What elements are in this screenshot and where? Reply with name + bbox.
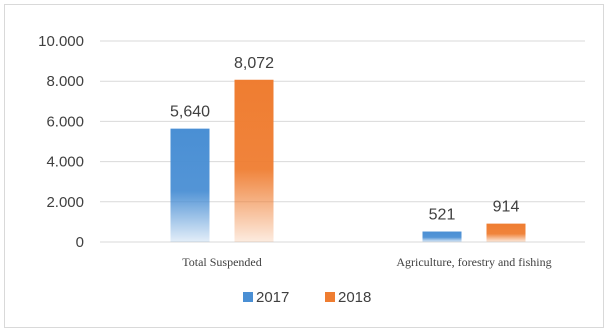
x-category-label: Total Suspended bbox=[182, 255, 261, 269]
y-tick-label: 6.000 bbox=[46, 113, 84, 130]
x-category-label: Agriculture, forestry and fishing bbox=[396, 255, 551, 269]
data-label: 914 bbox=[493, 199, 520, 216]
bar-2017-1 bbox=[422, 231, 462, 242]
data-label: 521 bbox=[429, 207, 456, 224]
bar-2018-0 bbox=[234, 79, 274, 242]
legend-label: 2018 bbox=[338, 289, 371, 306]
chart-frame bbox=[4, 4, 604, 328]
legend-label: 2017 bbox=[256, 289, 289, 306]
y-tick-label: 4.000 bbox=[46, 154, 84, 171]
y-axis: 0 2.000 4.000 6.000 8.000 10.000 bbox=[38, 33, 84, 251]
data-label: 5,640 bbox=[170, 104, 210, 121]
bar-2018-1 bbox=[486, 223, 526, 242]
legend-swatch bbox=[325, 292, 335, 302]
bar-2017-0 bbox=[170, 128, 210, 242]
x-axis: Total Suspended Agriculture, forestry and… bbox=[182, 255, 551, 269]
y-tick-label: 0 bbox=[76, 234, 84, 251]
y-tick-label: 8.000 bbox=[46, 73, 84, 90]
y-tick-label: 10.000 bbox=[38, 33, 84, 50]
y-tick-label: 2.000 bbox=[46, 194, 84, 211]
legend-swatch bbox=[243, 292, 253, 302]
bars: 5,640 8,072 521 914 bbox=[170, 55, 526, 242]
legend: 2017 2018 bbox=[243, 289, 371, 306]
data-label: 8,072 bbox=[234, 55, 274, 72]
